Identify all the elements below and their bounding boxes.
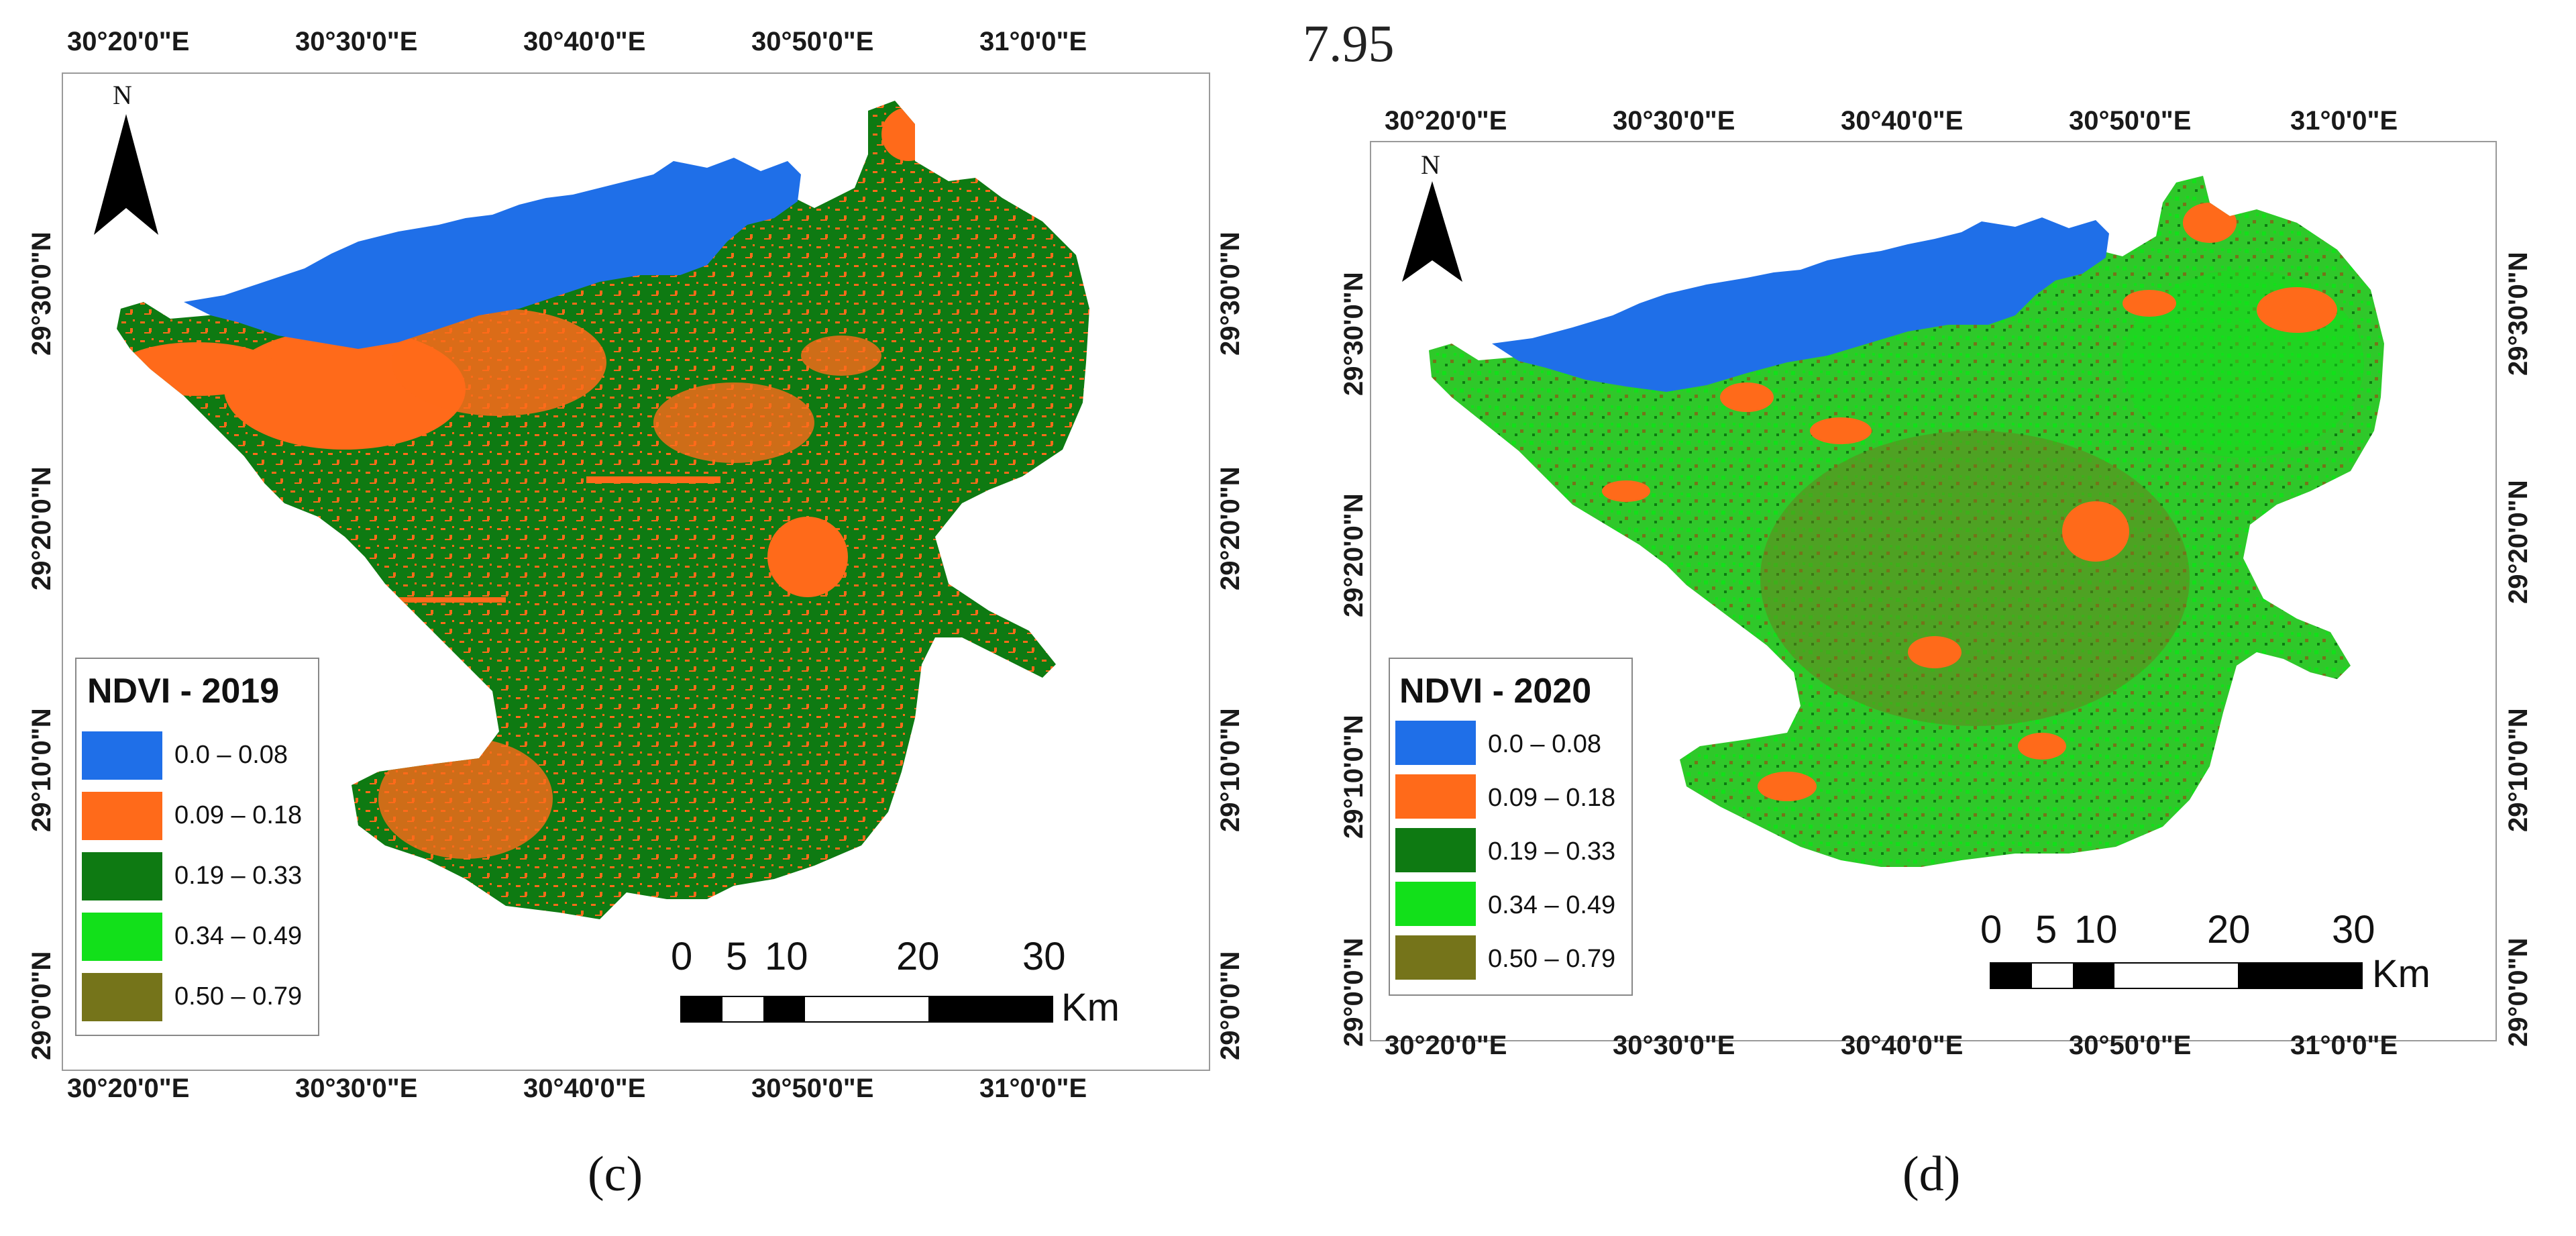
- legend-swatch: [1395, 774, 1476, 819]
- lat-tick-right: 29°0'0"N: [1216, 951, 1245, 1060]
- lon-tick-top: 30°20'0"E: [67, 27, 190, 56]
- scale-label: 10: [2074, 908, 2118, 951]
- legend-row: 0.19 – 0.33: [1395, 828, 1637, 878]
- lat-tick-right: 29°30'0"N: [1216, 231, 1245, 356]
- lat-tick-right: 29°10'0"N: [2504, 708, 2533, 832]
- lon-tick-top: 31°0'0"E: [2290, 106, 2398, 136]
- lon-tick-bottom: 30°20'0"E: [1385, 1031, 1507, 1060]
- ndvi-map-graphic: [117, 101, 1089, 919]
- legend-row: 0.09 – 0.18: [82, 792, 323, 841]
- scale-label: 10: [765, 935, 808, 978]
- legend-swatch: [1395, 721, 1476, 765]
- lat-tick-left: 29°30'0"N: [1339, 272, 1368, 396]
- legend-label: 0.50 – 0.79: [174, 982, 303, 1011]
- lat-tick-left: 29°10'0"N: [27, 708, 56, 832]
- scale-label: 20: [896, 935, 940, 978]
- legend-row: 0.50 – 0.79: [1395, 935, 1637, 985]
- legend-label: 0.19 – 0.33: [1488, 837, 1616, 866]
- scale-label: 30: [1022, 935, 1066, 978]
- ndvi-map-graphic: [1429, 176, 2384, 867]
- north-arrow-icon: [94, 114, 158, 235]
- legend-label: 0.0 – 0.08: [174, 741, 288, 769]
- scale-unit: Km: [1061, 986, 1120, 1029]
- caption-c: (c): [588, 1147, 643, 1202]
- lat-tick-left: 29°30'0"N: [27, 231, 56, 356]
- legend-label: 0.09 – 0.18: [1488, 784, 1616, 812]
- scale-label: 0: [671, 935, 693, 978]
- north-label: N: [113, 80, 132, 110]
- scale-bar: [1990, 962, 2363, 989]
- lon-tick-top: 30°40'0"E: [1841, 106, 1964, 136]
- legend-swatch: [1395, 935, 1476, 980]
- legend-row: 0.19 – 0.33: [82, 852, 323, 902]
- lon-tick-bottom: 30°30'0"E: [1613, 1031, 1735, 1060]
- lat-tick-right: 29°30'0"N: [2504, 252, 2533, 376]
- legend-swatch: [82, 973, 162, 1021]
- lat-tick-right: 29°20'0"N: [2504, 480, 2533, 604]
- lon-tick-top: 30°30'0"E: [1613, 106, 1735, 136]
- legend-row: 0.0 – 0.08: [1395, 721, 1637, 770]
- caption-d: (d): [1902, 1147, 1961, 1202]
- scale-label: 5: [726, 935, 748, 978]
- lon-tick-bottom: 30°20'0"E: [67, 1074, 190, 1103]
- lat-tick-left: 29°0'0"N: [27, 951, 56, 1060]
- legend-swatch: [82, 731, 162, 780]
- lat-tick-left: 29°0'0"N: [1339, 937, 1368, 1047]
- legend-label: 0.0 – 0.08: [1488, 730, 1602, 758]
- legend-label: 0.34 – 0.49: [1488, 891, 1616, 919]
- scale-label: 30: [2332, 908, 2375, 951]
- legend-title: NDVI - 2020: [1399, 672, 1592, 711]
- legend-row: 0.34 – 0.49: [82, 913, 323, 962]
- lat-tick-left: 29°20'0"N: [27, 466, 56, 590]
- lat-tick-right: 29°20'0"N: [1216, 466, 1245, 590]
- stray-number: 7.95: [1303, 14, 1395, 72]
- lon-tick-bottom: 30°40'0"E: [523, 1074, 646, 1103]
- legend-label: 0.34 – 0.49: [174, 922, 303, 950]
- legend-swatch: [82, 913, 162, 961]
- lon-tick-top: 30°50'0"E: [2069, 106, 2192, 136]
- scale-label: 5: [2035, 908, 2057, 951]
- scale-label: 0: [1980, 908, 2002, 951]
- lon-tick-top: 30°40'0"E: [523, 27, 646, 56]
- legend-label: 0.50 – 0.79: [1488, 945, 1616, 973]
- lat-tick-left: 29°20'0"N: [1339, 493, 1368, 617]
- lon-tick-top: 31°0'0"E: [979, 27, 1087, 56]
- legend-label: 0.09 – 0.18: [174, 801, 303, 829]
- scale-unit: Km: [2372, 952, 2430, 996]
- legend-row: 0.0 – 0.08: [82, 731, 323, 781]
- legend-row: 0.50 – 0.79: [82, 973, 323, 1023]
- scale-bar: [680, 996, 1053, 1023]
- legend-swatch: [1395, 882, 1476, 926]
- north-label: N: [1421, 150, 1440, 180]
- lat-tick-left: 29°10'0"N: [1339, 715, 1368, 839]
- lon-tick-bottom: 30°50'0"E: [751, 1074, 874, 1103]
- scale-label: 20: [2207, 908, 2251, 951]
- legend-title: NDVI - 2019: [87, 672, 280, 711]
- lon-tick-top: 30°20'0"E: [1385, 106, 1507, 136]
- lat-tick-right: 29°0'0"N: [2504, 937, 2533, 1047]
- lon-tick-bottom: 30°30'0"E: [295, 1074, 418, 1103]
- lon-tick-top: 30°50'0"E: [751, 27, 874, 56]
- legend-c: NDVI - 2019 0.0 – 0.08 0.09 – 0.18 0.19 …: [75, 658, 319, 1036]
- legend-row: 0.09 – 0.18: [1395, 774, 1637, 824]
- north-arrow-icon: [1402, 181, 1462, 282]
- legend-label: 0.19 – 0.33: [174, 862, 303, 890]
- legend-swatch: [82, 792, 162, 840]
- lon-tick-top: 30°30'0"E: [295, 27, 418, 56]
- legend-row: 0.34 – 0.49: [1395, 882, 1637, 931]
- lat-tick-right: 29°10'0"N: [1216, 708, 1245, 832]
- lon-tick-bottom: 31°0'0"E: [2290, 1031, 2398, 1060]
- legend-swatch: [82, 852, 162, 900]
- lon-tick-bottom: 30°50'0"E: [2069, 1031, 2192, 1060]
- lon-tick-bottom: 30°40'0"E: [1841, 1031, 1964, 1060]
- legend-swatch: [1395, 828, 1476, 872]
- lon-tick-bottom: 31°0'0"E: [979, 1074, 1087, 1103]
- legend-d: NDVI - 2020 0.0 – 0.08 0.09 – 0.18 0.19 …: [1389, 658, 1633, 996]
